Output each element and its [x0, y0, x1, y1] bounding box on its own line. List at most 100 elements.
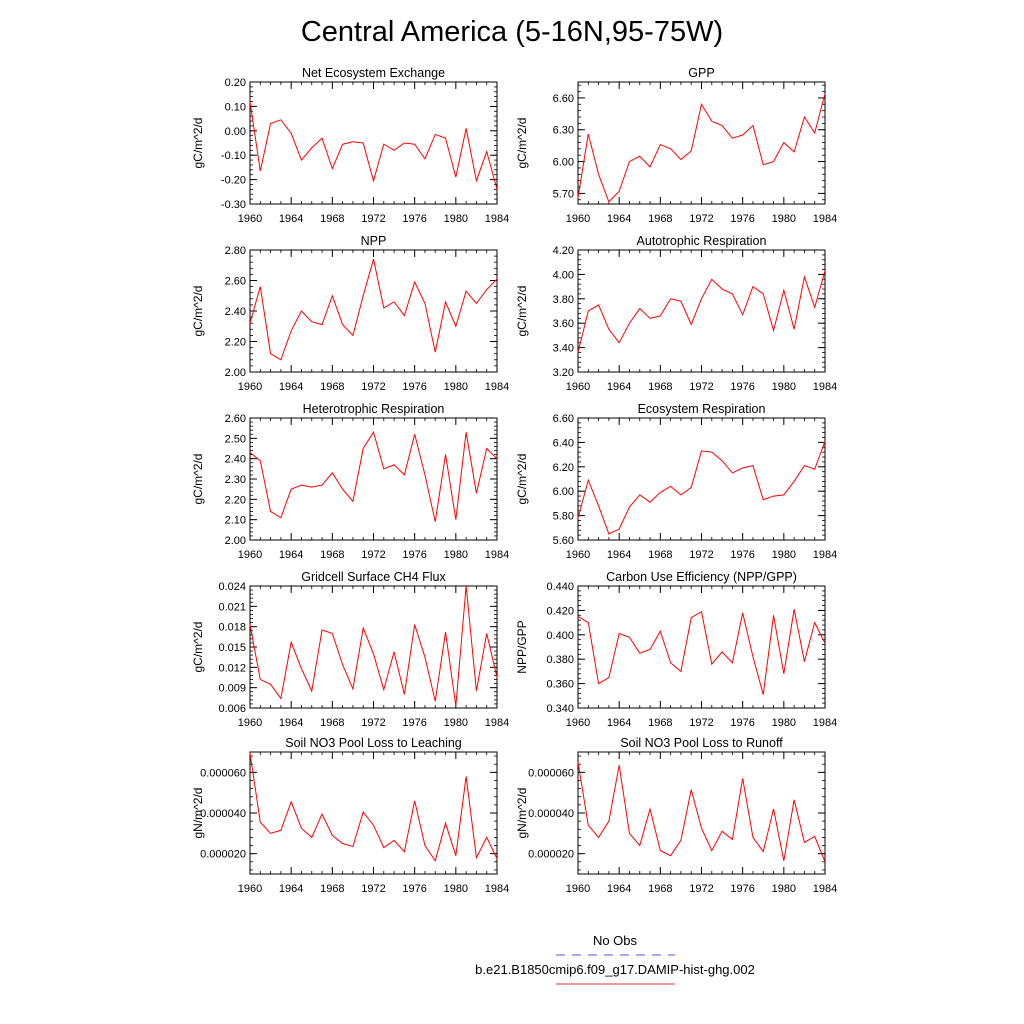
panel-2-y-tick-label: 2.00: [225, 367, 246, 379]
panel-7-x-tick-label: 1984: [813, 717, 837, 729]
panel-3-x-tick-label: 1960: [566, 381, 590, 393]
panel-8-title: Soil NO3 Pool Loss to Leaching: [285, 736, 462, 750]
panel-0-y-tick-label: -0.20: [221, 175, 246, 187]
panel-2-x-tick-label: 1980: [444, 381, 468, 393]
panel-1-group: GPP 5.70 6.00 6.30 6.60 1960 1964 1968 1972 1976 1…: [515, 66, 837, 225]
panel-5-y-tick-label: 6.40: [553, 437, 574, 449]
panel-6-y-tick-label: 0.018: [218, 622, 246, 634]
panel-8-x-tick-label: 1960: [238, 883, 262, 895]
panel-6-y-tick-label: 0.024: [218, 581, 246, 593]
panel-1-y-tick-label: 5.70: [553, 188, 574, 200]
panel-2-x-tick-label: 1968: [320, 381, 344, 393]
figure-title: Central America (5-16N,95-75W): [301, 16, 723, 48]
panel-1-x-tick-label: 1976: [730, 213, 754, 225]
panel-6-y-tick-label: 0.009: [218, 683, 246, 695]
panel-3-x-tick-label: 1984: [813, 381, 837, 393]
panel-7-y-axis-label: NPP/GPP: [515, 620, 529, 673]
panel-9-x-tick-label: 1984: [813, 883, 837, 895]
panel-7-y-tick-label: 0.420: [546, 605, 574, 617]
panel-6-x-tick-label: 1980: [444, 717, 468, 729]
panel-7-y-tick-label: 0.340: [546, 703, 574, 715]
panel-7-y-tick-label: 0.360: [546, 679, 574, 691]
panel-8-x-tick-label: 1964: [279, 883, 303, 895]
panel-9-x-tick-label: 1960: [566, 883, 590, 895]
panel-0-x-tick-label: 1972: [361, 213, 385, 225]
panel-1-title: GPP: [688, 66, 714, 80]
panel-8-x-tick-label: 1968: [320, 883, 344, 895]
legend-label-model-run: b.e21.B1850cmip6.f09_g17.DAMIP-hist-ghg.…: [475, 962, 755, 977]
panel-7-series-line-0: [577, 609, 826, 695]
panel-7-x-tick-label: 1968: [648, 717, 672, 729]
panel-5-x-tick-label: 1972: [689, 549, 713, 561]
panel-0-x-tick-label: 1976: [402, 213, 426, 225]
panel-0-y-tick-label: 0.20: [225, 77, 246, 89]
panel-8-series-line-0: [249, 752, 498, 862]
panel-3-y-tick-label: 3.80: [553, 294, 574, 306]
panel-2-y-tick-label: 2.80: [225, 245, 246, 257]
panel-7-y-tick-label: 0.380: [546, 654, 574, 666]
panel-7-x-tick-label: 1972: [689, 717, 713, 729]
panel-6-series-line-0: [249, 585, 498, 707]
panel-4-y-tick-label: 2.60: [225, 413, 246, 425]
panel-2-y-tick-label: 2.60: [225, 276, 246, 288]
panel-1-y-tick-label: 6.30: [553, 125, 574, 137]
panel-4-x-tick-label: 1984: [485, 549, 509, 561]
panel-3-x-tick-label: 1964: [607, 381, 631, 393]
panel-9-y-tick-label: 0.000040: [528, 808, 574, 820]
panel-6-y-tick-label: 0.021: [218, 601, 246, 613]
panel-4-y-axis-label: gC/m^2/d: [191, 454, 205, 505]
panel-5-x-tick-label: 1980: [772, 549, 796, 561]
panel-0-y-axis-label: gC/m^2/d: [191, 118, 205, 169]
legend: No Obs b.e21.B1850cmip6.f09_g17.DAMIP-hi…: [475, 933, 755, 985]
panel-1-x-tick-label: 1968: [648, 213, 672, 225]
panel-7-y-tick-label: 0.440: [546, 581, 574, 593]
panel-3-y-axis-label: gC/m^2/d: [515, 286, 529, 337]
panel-6-x-tick-label: 1960: [238, 717, 262, 729]
panel-2-x-tick-label: 1976: [402, 381, 426, 393]
panel-9-series-line-0: [577, 762, 826, 862]
panel-6-y-tick-label: 0.006: [218, 703, 246, 715]
panel-1-x-tick-label: 1972: [689, 213, 713, 225]
panel-6-group: Gridcell Surface CH4 Flux 0.006 0.009 0.012…: [191, 570, 509, 729]
panel-8-x-tick-label: 1976: [402, 883, 426, 895]
panel-2-x-tick-label: 1960: [238, 381, 262, 393]
panel-4-series-line-0: [249, 431, 498, 522]
panel-2-x-tick-label: 1984: [485, 381, 509, 393]
panel-8-x-tick-label: 1980: [444, 883, 468, 895]
panel-2-x-tick-label: 1964: [279, 381, 303, 393]
panel-8-y-tick-label: 0.000020: [200, 849, 246, 861]
panel-9-title: Soil NO3 Pool Loss to Runoff: [620, 736, 783, 750]
panel-6-title: Gridcell Surface CH4 Flux: [301, 570, 446, 584]
panel-1-x-tick-label: 1964: [607, 213, 631, 225]
panel-6-x-tick-label: 1984: [485, 717, 509, 729]
panel-7-x-tick-label: 1980: [772, 717, 796, 729]
panel-1-y-tick-label: 6.60: [553, 93, 574, 105]
panel-9-x-tick-label: 1968: [648, 883, 672, 895]
panel-4-x-tick-label: 1976: [402, 549, 426, 561]
panel-3-title: Autotrophic Respiration: [637, 234, 767, 248]
panel-1-x-tick-label: 1980: [772, 213, 796, 225]
panel-1-series-line-0: [577, 93, 826, 203]
panel-3-y-tick-label: 3.40: [553, 343, 574, 355]
panel-7-y-tick-label: 0.400: [546, 630, 574, 642]
panel-5-y-axis-label: gC/m^2/d: [515, 454, 529, 505]
panel-5-y-tick-label: 5.80: [553, 511, 574, 523]
panel-0-x-tick-label: 1980: [444, 213, 468, 225]
panel-4-y-tick-label: 2.30: [225, 474, 246, 486]
panel-6-x-tick-label: 1964: [279, 717, 303, 729]
panel-8-y-tick-label: 0.000060: [200, 767, 246, 779]
panel-3-x-tick-label: 1968: [648, 381, 672, 393]
panel-5-y-tick-label: 6.60: [553, 413, 574, 425]
panel-7-x-tick-label: 1976: [730, 717, 754, 729]
panel-8-y-axis-label: gN/m^2/d: [191, 788, 205, 839]
panel-0-x-tick-label: 1964: [279, 213, 303, 225]
panel-2-series-line-0: [249, 259, 498, 361]
panel-1-x-tick-label: 1984: [813, 213, 837, 225]
panel-3-x-tick-label: 1972: [689, 381, 713, 393]
panel-2-y-tick-label: 2.20: [225, 337, 246, 349]
panel-1-y-axis-label: gC/m^2/d: [515, 118, 529, 169]
panel-3-series-line-0: [577, 270, 826, 353]
panel-6-y-tick-label: 0.015: [218, 642, 246, 654]
